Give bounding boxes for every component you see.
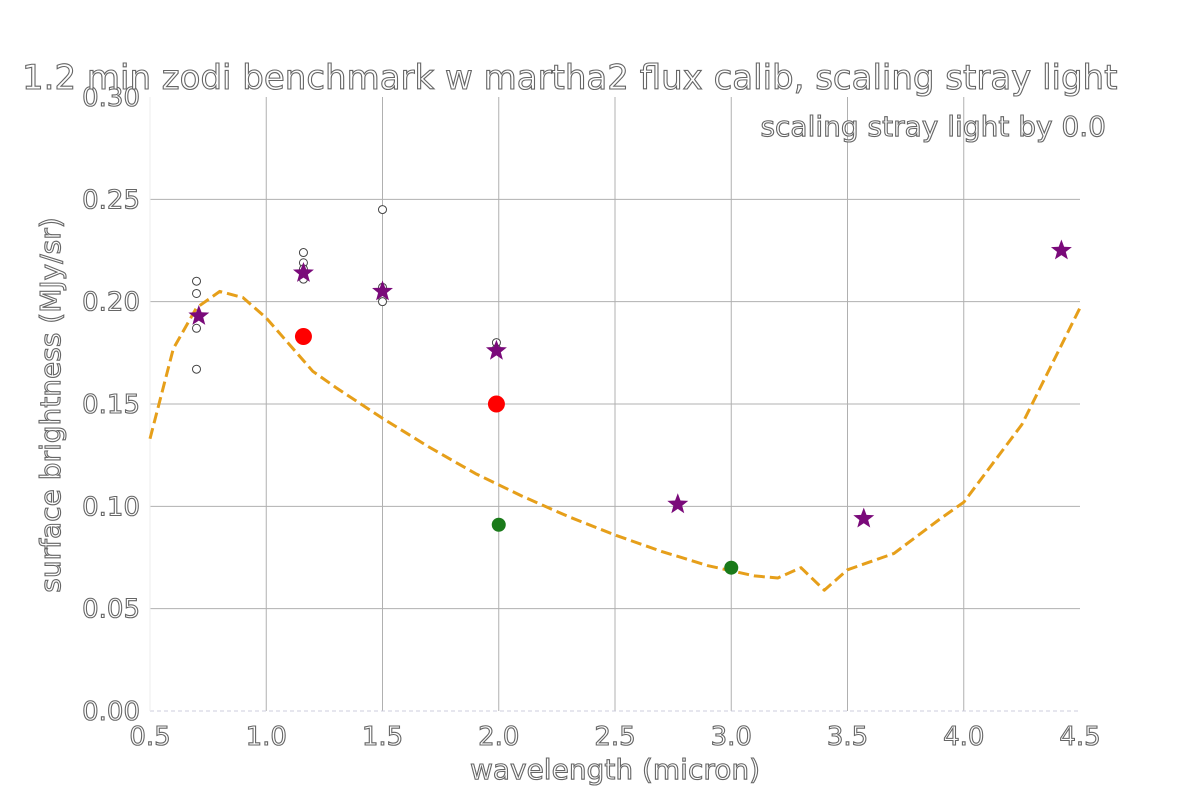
x-tick-label: 0.5 [129, 722, 170, 752]
axes-frame [149, 97, 1080, 712]
x-axis-label: wavelength (micron) [470, 753, 760, 786]
x-tick-label: 1.0 [246, 722, 287, 752]
y-tick-label: 0.25 [82, 185, 140, 215]
star-data-point [667, 493, 689, 514]
star-data-point [853, 507, 875, 528]
star-data-point [292, 262, 314, 282]
x-tick-label: 3.5 [827, 722, 868, 752]
star-data-point [188, 304, 210, 325]
green-data-point [491, 517, 506, 532]
green-data-point [724, 560, 739, 575]
open-circle-point [192, 276, 201, 286]
y-tick-label: 0.10 [82, 492, 140, 522]
x-tick-label: 1.5 [362, 722, 403, 752]
star-data-point [372, 280, 393, 301]
y-tick-label: 0.05 [82, 595, 140, 625]
x-tick-label: 2.0 [478, 722, 519, 752]
y-tick-label: 0.20 [82, 288, 140, 318]
open-circle-point [298, 248, 308, 258]
open-circle-point [378, 205, 387, 215]
model-dashed-line [148, 289, 1082, 592]
grid [150, 97, 1080, 711]
chart-annotation: scaling stray light by 0.0 [760, 110, 1106, 143]
open-circle-point [192, 288, 201, 298]
open-circle-point [192, 323, 201, 333]
chart-title: 1.2 min zodi benchmark w martha2 flux ca… [22, 58, 1117, 98]
star-data-point [485, 339, 507, 360]
y-tick-label: 0.00 [82, 697, 140, 727]
red-data-point [487, 395, 505, 413]
x-tick-label: 4.5 [1059, 722, 1100, 752]
red-data-point [294, 327, 312, 345]
y-tick-label: 0.30 [82, 83, 140, 113]
tick-labels: 0.5 1.0 1.5 2.0 2.5 3.0 3.5 4.0 4.5 0.00 0.05 0.10 0… [82, 82, 1102, 752]
x-tick-label: 2.5 [594, 722, 635, 752]
x-tick-label: 3.0 [711, 722, 752, 752]
y-tick-label: 0.15 [82, 390, 140, 420]
star-data-point [1050, 239, 1072, 260]
plot-area [148, 205, 1082, 592]
x-tick-label: 4.0 [943, 722, 984, 752]
open-circle-point [192, 364, 201, 374]
y-axis-label: surface brightness (MJy/sr) [34, 217, 67, 592]
open-circle-point [378, 297, 387, 307]
